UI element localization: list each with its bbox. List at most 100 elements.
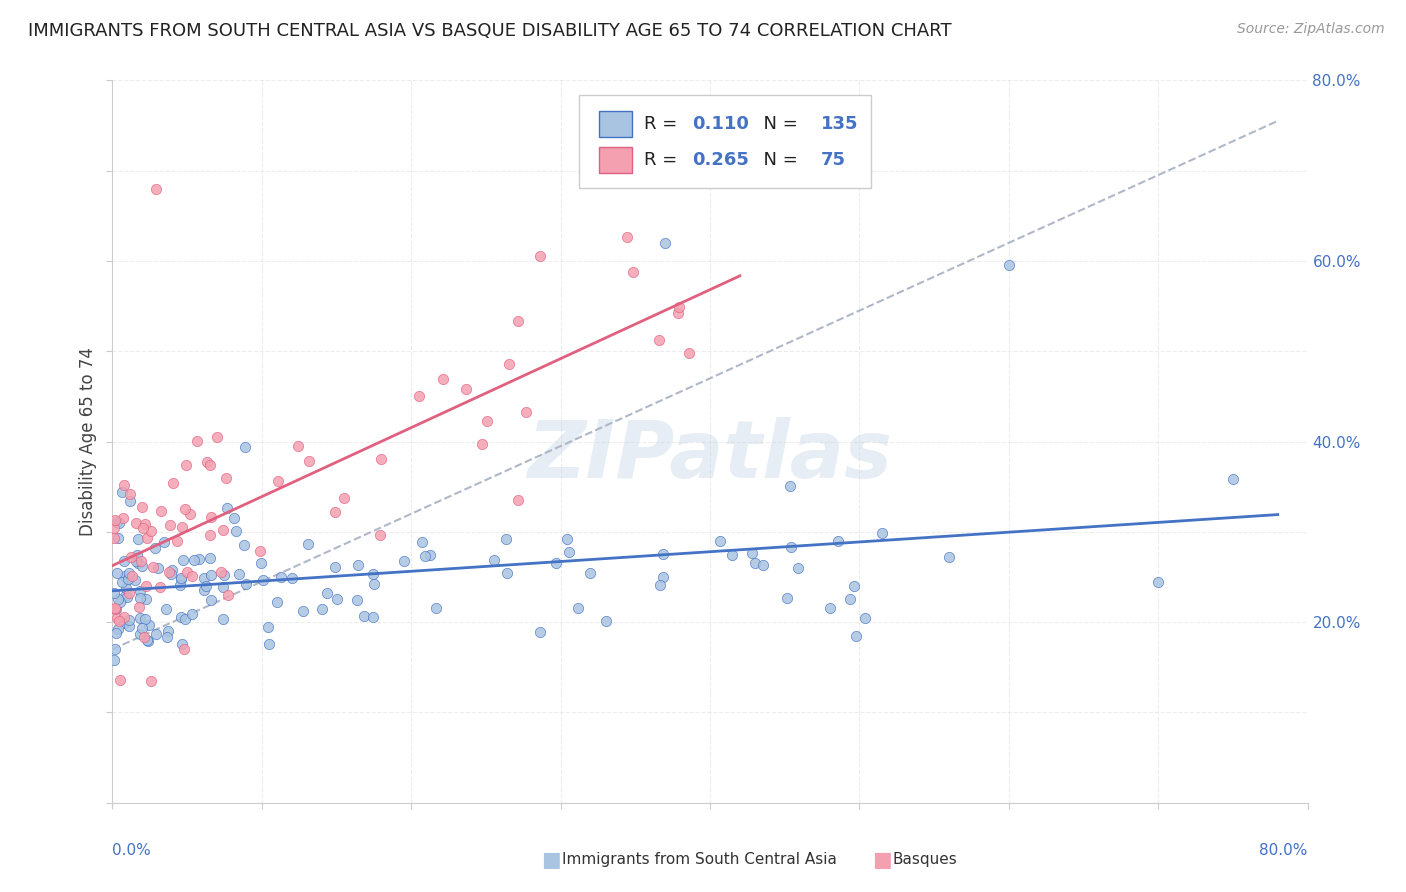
Point [579,566,602,581]
Point [432,372,454,386]
Point [198,550,221,565]
Point [752,558,775,572]
Point [103,653,125,667]
Point [103,531,125,545]
Point [529,249,551,263]
Point [529,625,551,640]
Point [392,554,415,568]
Point [353,609,375,624]
Point [143,541,166,555]
Point [136,633,159,648]
Point [107,614,129,628]
Point [212,612,235,626]
Point [134,612,156,626]
Y-axis label: Disability Age 65 to 74: Disability Age 65 to 74 [79,347,97,536]
Point [323,505,346,519]
Point [363,609,385,624]
Point [347,558,370,572]
Point [132,630,155,644]
Point [648,333,671,347]
Point [152,534,174,549]
Point [174,502,197,516]
Point [567,601,589,615]
Point [346,593,368,607]
Text: Basques: Basques [893,853,957,867]
Point [411,535,433,549]
Point [114,568,136,582]
Point [368,528,391,542]
Point [157,624,180,639]
Point [195,579,218,593]
Point [108,595,131,609]
Point [200,593,222,607]
Point [212,523,235,537]
Point [127,556,149,570]
Point [159,518,181,533]
Point [709,534,731,549]
Point [425,601,447,615]
Point [363,566,385,581]
Point [118,585,141,599]
Point [845,628,868,642]
Point [128,611,150,625]
Point [139,524,162,539]
Point [266,595,288,609]
Point [149,580,172,594]
Point [741,546,763,560]
Point [117,572,139,586]
Point [870,525,893,540]
Point [112,616,135,631]
Point [477,414,499,428]
Point [149,504,172,518]
Point [170,572,193,586]
Point [146,561,169,575]
Point [127,532,149,546]
Text: Immigrants from South Central Asia: Immigrants from South Central Asia [562,853,838,867]
Point [131,558,153,573]
Point [118,486,141,500]
Point [118,619,141,633]
Point [105,601,128,615]
Point [555,532,578,546]
Point [198,458,221,472]
Point [160,566,183,581]
Point [291,604,314,618]
Point [172,637,194,651]
Point [104,626,127,640]
Point [120,494,142,508]
Point [105,516,128,530]
Point [131,621,153,635]
Point [217,588,239,602]
Point [187,551,209,566]
Point [193,571,215,585]
Point [311,602,333,616]
Point [249,543,271,558]
Point [127,548,149,562]
Point [139,673,162,688]
Point [471,437,494,451]
Point [744,557,766,571]
Point [118,566,141,580]
Text: N =: N = [752,115,803,133]
Point [195,454,218,468]
Point [1222,472,1244,486]
Point [120,550,142,565]
Point [1147,575,1170,590]
Point [266,475,288,489]
Point [103,586,125,600]
Point [651,547,673,561]
Text: Source: ZipAtlas.com: Source: ZipAtlas.com [1237,22,1385,37]
Point [787,560,810,574]
Point [132,521,155,535]
Text: 80.0%: 80.0% [1260,843,1308,857]
Point [117,590,139,604]
Point [495,566,517,580]
Point [215,470,238,484]
Point [135,592,157,607]
Point [128,599,150,614]
Point [326,591,349,606]
Point [205,430,228,444]
Point [557,545,579,559]
FancyBboxPatch shape [599,147,633,173]
Point [129,554,152,568]
